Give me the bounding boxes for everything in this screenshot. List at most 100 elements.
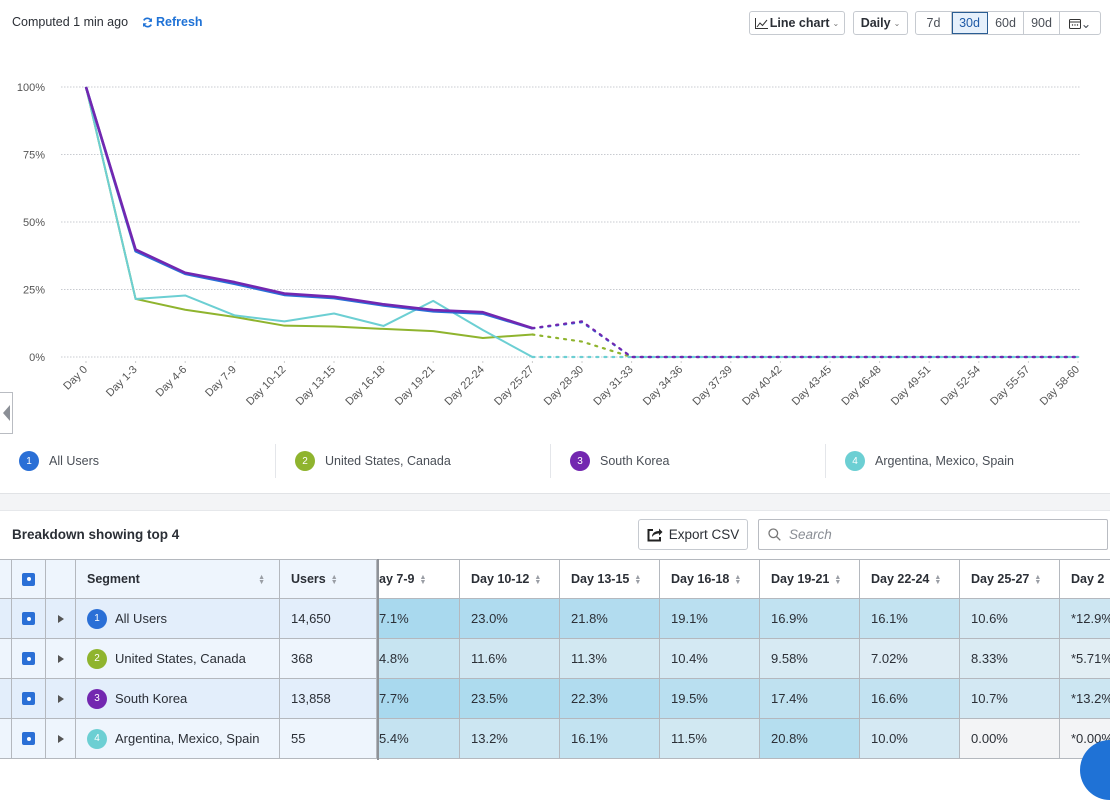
users-header-label: Users (291, 572, 326, 586)
range-7d[interactable]: 7d (916, 12, 952, 34)
segment-column-header[interactable]: Segment ▲ ▼ (76, 560, 280, 598)
segment-name: United States, Canada (115, 651, 246, 666)
table-row[interactable]: 3 South Korea 13,858 (0, 679, 377, 719)
toolbar: Computed 1 min ago Refresh Line chart ⌄ … (0, 0, 1110, 46)
series-projection-line[interactable] (531, 320, 1080, 359)
day-column-header[interactable]: Day 2 (1060, 560, 1110, 598)
retention-cell: 13.2% (460, 719, 560, 758)
retention-cell: *5.71% (1060, 639, 1110, 678)
day-column-header[interactable]: Day 25-27 ▲ ▼ (960, 560, 1060, 598)
day-column-header[interactable]: ay 7-9 ▲ ▼ (379, 560, 460, 598)
series-line[interactable] (84, 86, 533, 330)
legend-item-arg-mex-spain[interactable]: 4 Argentina, Mexico, Spain (825, 444, 1100, 478)
table-row[interactable]: 7.7% 23.5% 22.3% 19.5% 17.4% 16.6% 10.7% *13.2% (379, 679, 1110, 719)
row-checkbox[interactable] (22, 612, 35, 625)
refresh-icon (142, 17, 153, 27)
legend-item-all-users[interactable]: 1 All Users (0, 444, 275, 478)
row-edge (0, 560, 12, 598)
series-line[interactable] (84, 86, 533, 330)
chart-type-dropdown[interactable]: Line chart ⌄ (749, 11, 845, 35)
interval-dropdown[interactable]: Daily ⌄ (853, 11, 908, 35)
users-column-header[interactable]: Users ▲ ▼ (280, 560, 377, 598)
chart-type-label: Line chart (769, 16, 830, 30)
retention-cell: 10.7% (960, 679, 1060, 718)
scrollable-columns[interactable]: ay 7-9 ▲ ▼ Day 10-12 ▲ ▼ Day 13-15 ▲ ▼ Day 16-18 ▲… (379, 559, 1110, 760)
legend-item-south-korea[interactable]: 3 South Korea (550, 444, 825, 478)
sort-icon[interactable]: ▲ ▼ (734, 574, 742, 586)
select-all-checkbox[interactable] (22, 572, 35, 586)
expand-header-cell (46, 560, 76, 598)
collapse-panel-handle[interactable] (0, 392, 13, 434)
retention-cell: 23.5% (460, 679, 560, 718)
custom-date-button[interactable]: ⌄ (1060, 12, 1100, 34)
retention-cell: *12.9% (1060, 599, 1110, 638)
sort-icon[interactable]: ▲ ▼ (330, 574, 338, 586)
series-projection-line[interactable] (531, 321, 1080, 359)
frozen-columns: Segment ▲ ▼ Users ▲ ▼ 1 All Users 14,650 2 Unite… (0, 559, 379, 760)
table-row[interactable]: 7.1% 23.0% 21.8% 19.1% 16.9% 16.1% 10.6% *12.9% (379, 599, 1110, 639)
table-row[interactable]: 4 Argentina, Mexico, Spain 55 (0, 719, 377, 759)
select-all-cell (12, 560, 46, 598)
interval-label: Daily (860, 16, 891, 30)
legend-item-us-canada[interactable]: 2 United States, Canada (275, 444, 550, 478)
retention-cell: 7.1% (379, 599, 460, 638)
expand-caret-icon[interactable] (57, 654, 64, 663)
day-header-label: Day 19-21 (771, 572, 830, 586)
search-field[interactable] (758, 519, 1108, 550)
series-line[interactable] (85, 86, 533, 340)
chart-legend: 1 All Users 2 United States, Canada 3 So… (0, 444, 1110, 478)
table-row[interactable]: 5.4% 13.2% 16.1% 11.5% 20.8% 10.0% 0.00% *0.00% (379, 719, 1110, 759)
refresh-button[interactable]: Refresh (142, 15, 203, 29)
day-header-label: ay 7-9 (379, 572, 415, 586)
range-selector: 7d 30d 60d 90d ⌄ (915, 11, 1101, 35)
expand-caret-icon[interactable] (57, 694, 64, 703)
day-column-header[interactable]: Day 10-12 ▲ ▼ (460, 560, 560, 598)
sort-icon[interactable]: ▲ ▼ (419, 574, 427, 586)
segment-badge: 1 (87, 608, 107, 629)
search-input[interactable] (789, 527, 1089, 542)
day-column-header[interactable]: Day 19-21 ▲ ▼ (760, 560, 860, 598)
expand-caret-icon[interactable] (57, 734, 64, 743)
retention-cell: 17.4% (760, 679, 860, 718)
range-60d[interactable]: 60d (988, 12, 1024, 34)
export-label: Export CSV (668, 527, 740, 542)
sort-icon[interactable]: ▲ ▼ (1034, 574, 1042, 586)
sort-icon[interactable]: ▲ ▼ (634, 574, 642, 586)
row-checkbox[interactable] (22, 692, 35, 705)
retention-cell: 21.8% (560, 599, 660, 638)
x-tick-label: Day 19-21 (393, 364, 437, 408)
table-row[interactable]: 2 United States, Canada 368 (0, 639, 377, 679)
range-label: 60d (995, 16, 1016, 30)
sort-icon[interactable]: ▲ ▼ (258, 574, 265, 586)
segment-badge: 2 (87, 648, 107, 669)
users-cell: 368 (280, 639, 377, 678)
retention-cell: 8.33% (960, 639, 1060, 678)
range-30d[interactable]: 30d (952, 12, 988, 34)
export-csv-button[interactable]: Export CSV (638, 519, 748, 550)
series-line[interactable] (85, 86, 533, 358)
row-checkbox[interactable] (22, 652, 35, 665)
sort-icon[interactable]: ▲ ▼ (834, 574, 842, 586)
expand-caret-icon[interactable] (57, 614, 64, 623)
day-column-header[interactable]: Day 16-18 ▲ ▼ (660, 560, 760, 598)
segment-badge: 4 (845, 451, 865, 471)
x-tick-label: Day 1-3 (104, 364, 140, 400)
table-row[interactable]: 1 All Users 14,650 (0, 599, 377, 639)
range-label: 90d (1031, 16, 1052, 30)
day-column-header[interactable]: Day 13-15 ▲ ▼ (560, 560, 660, 598)
day-header-label: Day 2 (1071, 572, 1107, 586)
table-row[interactable]: 4.8% 11.6% 11.3% 10.4% 9.58% 7.02% 8.33% *5.71% (379, 639, 1110, 679)
row-checkbox[interactable] (22, 732, 35, 745)
retention-cell: 11.3% (560, 639, 660, 678)
day-header-label: Day 22-24 (871, 572, 930, 586)
x-tick-label: Day 25-27 (492, 364, 536, 408)
retention-cell: 20.8% (760, 719, 860, 758)
day-column-header[interactable]: Day 22-24 ▲ ▼ (860, 560, 960, 598)
range-90d[interactable]: 90d (1024, 12, 1060, 34)
line-chart-icon (754, 17, 768, 29)
sort-icon[interactable]: ▲ ▼ (534, 574, 542, 586)
sort-icon[interactable]: ▲ ▼ (934, 574, 942, 586)
chevron-down-icon: ⌄ (1080, 16, 1092, 31)
row-edge (0, 719, 12, 758)
retention-cell: 23.0% (460, 599, 560, 638)
